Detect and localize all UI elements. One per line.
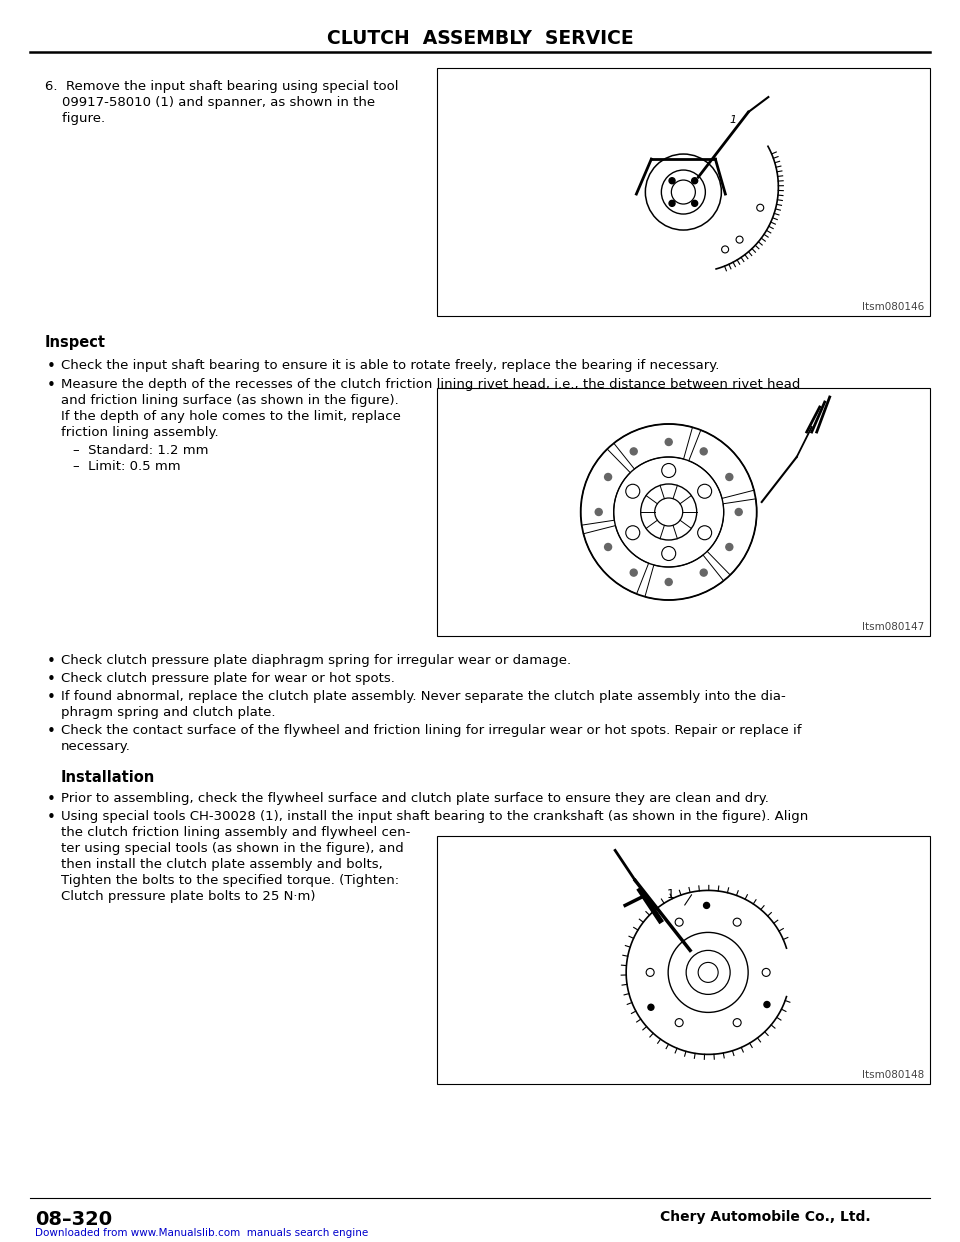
- Bar: [437, 68, 930, 315]
- Bar: [437, 388, 930, 636]
- Text: Prior to assembling, check the flywheel surface and clutch plate surface to ensu: Prior to assembling, check the flywheel …: [61, 792, 769, 805]
- Text: •: •: [47, 672, 56, 687]
- Circle shape: [700, 569, 708, 576]
- Circle shape: [665, 579, 672, 585]
- Text: If the depth of any hole comes to the limit, replace: If the depth of any hole comes to the li…: [61, 410, 401, 424]
- Text: Check clutch pressure plate diaphragm spring for irregular wear or damage.: Check clutch pressure plate diaphragm sp…: [61, 655, 571, 667]
- Text: friction lining assembly.: friction lining assembly.: [61, 426, 219, 438]
- Circle shape: [605, 544, 612, 550]
- Text: If found abnormal, replace the clutch plate assembly. Never separate the clutch : If found abnormal, replace the clutch pl…: [61, 691, 785, 703]
- Circle shape: [669, 200, 675, 206]
- Text: Measure the depth of the recesses of the clutch friction lining rivet head, i.e.: Measure the depth of the recesses of the…: [61, 378, 801, 391]
- Text: •: •: [47, 655, 56, 669]
- Circle shape: [605, 473, 612, 481]
- Text: then install the clutch plate assembly and bolts,: then install the clutch plate assembly a…: [61, 858, 383, 871]
- Text: •: •: [47, 691, 56, 705]
- Text: –  Limit: 0.5 mm: – Limit: 0.5 mm: [73, 460, 180, 473]
- Text: •: •: [47, 359, 56, 374]
- Text: Check the input shaft bearing to ensure it is able to rotate freely, replace the: Check the input shaft bearing to ensure …: [61, 359, 719, 373]
- Circle shape: [665, 438, 672, 446]
- Text: –  Standard: 1.2 mm: – Standard: 1.2 mm: [73, 443, 208, 457]
- Text: phragm spring and clutch plate.: phragm spring and clutch plate.: [61, 705, 276, 719]
- Circle shape: [700, 448, 708, 455]
- Text: •: •: [47, 810, 56, 825]
- Text: 08–320: 08–320: [35, 1210, 112, 1230]
- Circle shape: [704, 903, 709, 908]
- Text: 6.  Remove the input shaft bearing using special tool: 6. Remove the input shaft bearing using …: [45, 79, 398, 93]
- Text: Tighten the bolts to the specified torque. (Tighten:: Tighten the bolts to the specified torqu…: [61, 874, 399, 887]
- Text: Check clutch pressure plate for wear or hot spots.: Check clutch pressure plate for wear or …: [61, 672, 395, 686]
- Text: Using special tools CH-30028 (1), install the input shaft bearing to the cranksh: Using special tools CH-30028 (1), instal…: [61, 810, 808, 823]
- Text: Itsm080147: Itsm080147: [862, 622, 924, 632]
- Text: 1: 1: [730, 116, 737, 125]
- Text: CLUTCH  ASSEMBLY  SERVICE: CLUTCH ASSEMBLY SERVICE: [326, 29, 634, 47]
- Text: •: •: [47, 724, 56, 739]
- Text: Itsm080146: Itsm080146: [862, 302, 924, 312]
- Text: Inspect: Inspect: [45, 335, 106, 350]
- Circle shape: [630, 569, 637, 576]
- Circle shape: [691, 200, 698, 206]
- Text: Chery Automobile Co., Ltd.: Chery Automobile Co., Ltd.: [660, 1210, 871, 1225]
- Bar: [437, 836, 930, 1084]
- Text: and friction lining surface (as shown in the figure).: and friction lining surface (as shown in…: [61, 394, 398, 407]
- Text: 09917-58010 (1) and spanner, as shown in the: 09917-58010 (1) and spanner, as shown in…: [45, 96, 375, 109]
- Text: Installation: Installation: [61, 770, 156, 785]
- Text: •: •: [47, 792, 56, 807]
- Text: 1: 1: [666, 888, 674, 900]
- Circle shape: [648, 1005, 654, 1010]
- Circle shape: [669, 178, 675, 184]
- Text: Downloaded from www.Manualslib.com  manuals search engine: Downloaded from www.Manualslib.com manua…: [35, 1228, 369, 1238]
- Circle shape: [691, 178, 698, 184]
- Circle shape: [595, 508, 602, 515]
- Text: necessary.: necessary.: [61, 740, 131, 753]
- Circle shape: [726, 544, 732, 550]
- Text: Itsm080148: Itsm080148: [862, 1071, 924, 1081]
- Text: Clutch pressure plate bolts to 25 N·m): Clutch pressure plate bolts to 25 N·m): [61, 891, 316, 903]
- Text: Check the contact surface of the flywheel and friction lining for irregular wear: Check the contact surface of the flywhee…: [61, 724, 802, 737]
- Circle shape: [764, 1001, 770, 1007]
- Text: •: •: [47, 378, 56, 392]
- Circle shape: [630, 448, 637, 455]
- Circle shape: [726, 473, 732, 481]
- Text: ter using special tools (as shown in the figure), and: ter using special tools (as shown in the…: [61, 842, 404, 854]
- Circle shape: [735, 508, 742, 515]
- Text: figure.: figure.: [45, 112, 106, 125]
- Text: the clutch friction lining assembly and flywheel cen-: the clutch friction lining assembly and …: [61, 826, 410, 840]
